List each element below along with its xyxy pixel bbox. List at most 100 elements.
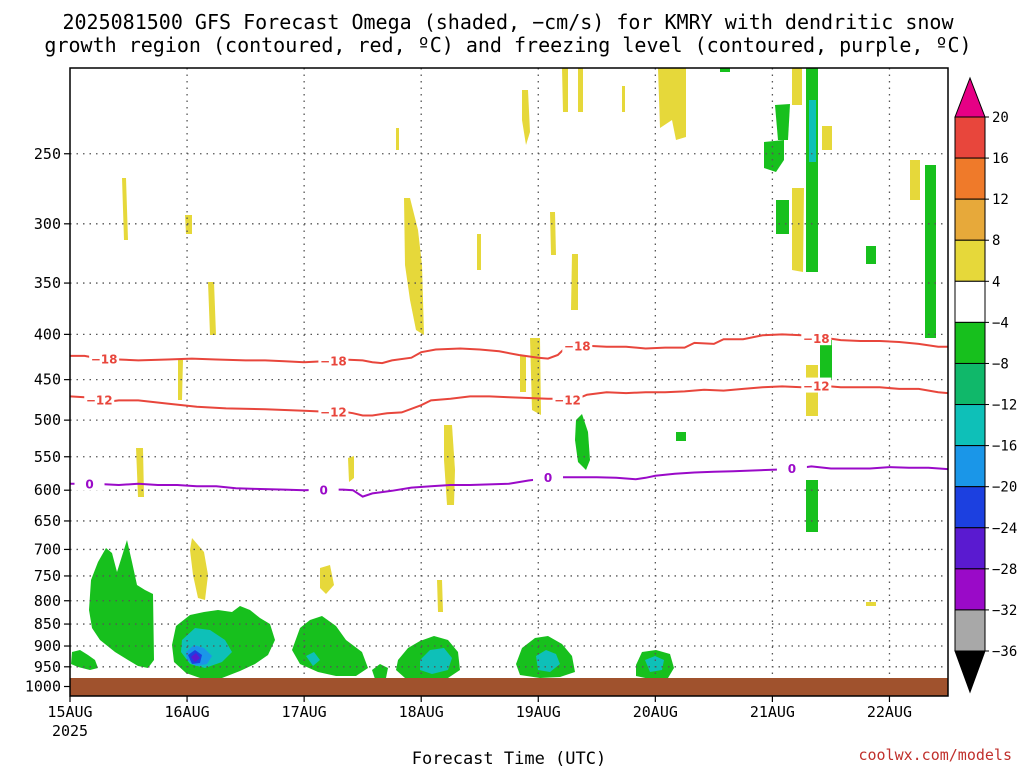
omega-region-green — [372, 664, 388, 679]
contour-label: −18 — [564, 340, 591, 354]
omega-region-yellow — [550, 212, 556, 255]
contour-label-bg — [84, 391, 115, 407]
x-tick-label: 17AUG — [282, 703, 327, 721]
colorbar-label: −8 — [992, 356, 1009, 372]
colorbar-top-arrow — [954, 76, 986, 118]
y-tick-label: 750 — [34, 567, 61, 585]
x-tick-label: 20AUG — [633, 703, 678, 721]
x-tick-label: 21AUG — [750, 703, 795, 721]
omega-region-yellow — [562, 68, 568, 112]
contour-label-bg — [74, 475, 105, 491]
y-tick-label: 800 — [34, 592, 61, 610]
omega-region-yellow — [437, 580, 443, 612]
y-tick-label: 500 — [34, 411, 61, 429]
contour-label: −18 — [320, 354, 347, 368]
contour-label: −12 — [320, 406, 347, 420]
colorbar-label: −36 — [992, 644, 1017, 660]
x-tick-label: 15AUG — [47, 703, 92, 721]
contour-label-bg — [308, 481, 339, 497]
omega-region-yellow — [578, 68, 583, 112]
colorbar-label: 20 — [992, 110, 1009, 126]
x-tick-label: 19AUG — [516, 703, 561, 721]
omega-region-yellow — [477, 234, 481, 270]
omega-region-purple — [191, 653, 200, 662]
colorbar-label: 16 — [992, 151, 1009, 167]
omega-region-yellow — [520, 355, 526, 392]
colorbar-swatch — [954, 198, 986, 241]
omega-region-teal — [536, 650, 560, 672]
colorbar-swatch — [954, 404, 986, 447]
omega-region-green — [71, 650, 98, 670]
omega-shading-yellow — [122, 68, 920, 612]
colorbar: 20 16 12 8 4 −4 −8 −12 −16 −20 −24 −28 −32 −36 — [954, 76, 1017, 694]
colorbar-swatch — [954, 486, 986, 529]
contour-label-bg — [318, 352, 349, 368]
colorbar-swatch — [954, 239, 986, 282]
x-tick-label: 22AUG — [867, 703, 912, 721]
omega-region-green — [676, 432, 686, 441]
y-tick-label: 1000 — [25, 678, 61, 696]
contour-label-bg — [552, 391, 583, 407]
contour-label: 0 — [319, 484, 327, 498]
x-tick-label: 18AUG — [399, 703, 444, 721]
omega-region-green — [866, 246, 876, 264]
contour-label: −18 — [91, 353, 118, 367]
colorbar-label: −28 — [992, 562, 1017, 578]
omega-region-yellow — [190, 538, 208, 600]
colorbar-label: −12 — [992, 398, 1017, 414]
y-tick-label: 400 — [34, 325, 61, 343]
colorbar-label: −20 — [992, 480, 1017, 496]
omega-region-green — [775, 104, 790, 140]
omega-region-yellow — [910, 160, 920, 200]
omega-region-green — [806, 68, 818, 272]
colorbar-label: 4 — [992, 274, 1000, 290]
colorbar-swatch — [954, 280, 986, 323]
contour-label: −12 — [803, 380, 830, 394]
omega-region-green — [89, 540, 154, 668]
colorbar-swatch — [954, 116, 986, 159]
x-tick-sublabel: 2025 — [52, 722, 88, 740]
colorbar-label: 12 — [992, 192, 1009, 208]
omega-region-yellow — [792, 68, 802, 105]
omega-region-yellow — [122, 178, 128, 240]
contour-label: −12 — [86, 394, 113, 408]
plot-frame — [69, 67, 949, 697]
omega-region-green — [764, 140, 784, 172]
y-tick-label: 350 — [34, 274, 61, 292]
colorbar-label: −16 — [992, 439, 1017, 455]
colorbar-bottom-arrow — [954, 650, 986, 694]
plot-area: −18 −18 −18 −18 −12 −12 −12 −12 0 0 0 0 — [69, 67, 949, 697]
y-tick-label: 900 — [34, 637, 61, 655]
colorbar-swatch — [954, 362, 986, 406]
omega-region-yellow — [622, 86, 625, 112]
omega-region-green — [776, 200, 789, 234]
y-tick-label: 450 — [34, 371, 61, 389]
contour-label-bg — [562, 337, 593, 353]
contour-label-bg — [801, 377, 832, 393]
colorbar-label: 8 — [992, 233, 1000, 249]
x-tick-label: 16AUG — [164, 703, 209, 721]
colorbar-label: −32 — [992, 603, 1017, 619]
contour-label: 0 — [788, 462, 796, 476]
omega-region-yellow — [404, 198, 424, 335]
y-tick-label: 300 — [34, 215, 61, 233]
omega-region-green — [820, 340, 832, 380]
omega-region-yellow — [571, 254, 578, 310]
omega-region-yellow — [522, 90, 530, 145]
omega-region-teal — [306, 652, 320, 666]
contour-label-bg — [801, 330, 832, 346]
colorbar-swatch — [954, 609, 986, 652]
credit-text: coolwx.com/models — [858, 746, 1012, 764]
omega-region-yellow — [396, 128, 399, 150]
y-tick-label: 950 — [34, 658, 61, 676]
omega-region-yellow — [348, 456, 354, 482]
y-tick-label: 700 — [34, 540, 61, 558]
y-tick-label: 550 — [34, 448, 61, 466]
contour-label-bg — [776, 459, 807, 475]
y-tick-label: 650 — [34, 512, 61, 530]
colorbar-swatch — [954, 157, 986, 200]
colorbar-swatch — [954, 568, 986, 611]
contour-label: −12 — [554, 394, 581, 408]
grid-lines — [70, 68, 948, 696]
